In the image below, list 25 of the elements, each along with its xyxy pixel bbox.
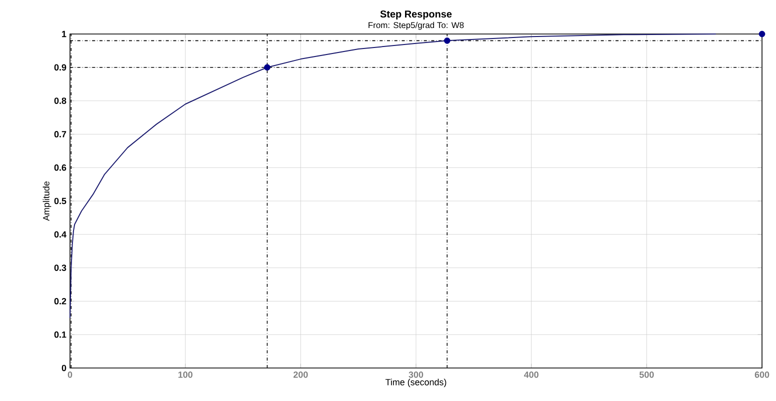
- point: [758, 30, 766, 38]
- chart-subtitle: From: Step5/grad To: W8: [368, 22, 464, 30]
- x-tick-label: 600: [754, 372, 770, 378]
- y-tick-label: 0.6: [54, 164, 66, 171]
- y-tick-label: 0: [62, 364, 66, 372]
- y-tick-label: 0.5: [54, 198, 66, 204]
- x-tick-label: 500: [639, 372, 654, 378]
- point: [444, 37, 450, 44]
- y-tick-label: 0.7: [54, 131, 66, 138]
- y-tick-label: 0.3: [54, 264, 66, 271]
- x-tick-label: 200: [294, 372, 308, 378]
- y-axis-title: Amplitude: [42, 181, 52, 221]
- x-tick-label: 400: [524, 372, 538, 378]
- y-tick-label: 0.9: [54, 64, 66, 71]
- y-tick-label: 0.8: [54, 98, 66, 104]
- y-tick-label: 0.4: [54, 231, 66, 238]
- y-tick-label: 0.1: [54, 331, 66, 338]
- x-tick-label: 0: [68, 372, 72, 378]
- x-axis-title: Time (seconds): [385, 378, 446, 388]
- y-tick-label: 1: [62, 30, 66, 38]
- y-tick-label: 0.2: [54, 298, 66, 304]
- x-tick-label: 100: [178, 372, 192, 378]
- point: [264, 64, 270, 71]
- x-tick-label: 300: [408, 372, 424, 378]
- chart-title: Step Response: [380, 10, 452, 20]
